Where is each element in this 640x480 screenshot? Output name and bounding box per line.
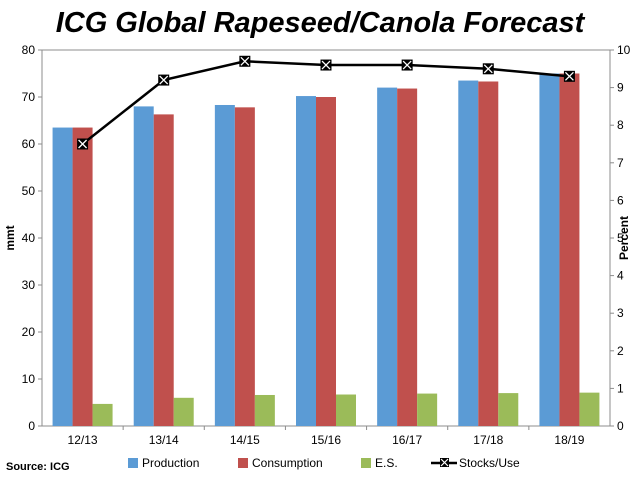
- bar-e-s: [579, 393, 599, 426]
- y2-axis-label: Percent: [617, 216, 631, 260]
- y2-tick-label: 10: [617, 43, 631, 57]
- legend-swatch: [238, 458, 248, 468]
- bar-production: [377, 88, 397, 426]
- bar-production: [296, 96, 316, 426]
- legend-swatch: [361, 458, 371, 468]
- source-note: Source: ICG: [6, 461, 70, 473]
- x-tick-label: 13/14: [149, 433, 179, 447]
- x-tick-label: 17/18: [473, 433, 503, 447]
- legend-label: Production: [142, 456, 199, 470]
- y-axis-label: mmt: [3, 225, 17, 250]
- bar-consumption: [559, 74, 579, 427]
- bar-consumption: [397, 89, 417, 426]
- bar-production: [458, 81, 478, 426]
- y2-tick-label: 9: [617, 81, 624, 95]
- legend-item-e-s: E.S.: [361, 456, 398, 470]
- y-tick-label: 20: [22, 325, 36, 339]
- point-stocks-use: [564, 71, 574, 81]
- y-tick-label: 60: [22, 137, 36, 151]
- bar-e-s: [255, 395, 275, 426]
- y-tick-label: 40: [22, 231, 36, 245]
- legend-label: E.S.: [375, 456, 398, 470]
- point-stocks-use: [321, 60, 331, 70]
- bar-consumption: [478, 81, 498, 426]
- y2-tick-label: 1: [617, 381, 624, 395]
- legend-label: Consumption: [252, 456, 323, 470]
- y2-tick-label: 8: [617, 118, 624, 132]
- legend-item-production: Production: [128, 456, 199, 470]
- bar-production: [134, 106, 154, 426]
- x-tick-label: 16/17: [392, 433, 422, 447]
- bar-e-s: [336, 395, 356, 426]
- bar-production: [539, 74, 559, 427]
- legend-item-stocks-use: Stocks/Use: [431, 456, 520, 470]
- bar-consumption: [235, 107, 255, 426]
- y2-tick-label: 3: [617, 306, 624, 320]
- y-tick-label: 10: [22, 372, 36, 386]
- x-axis-ticks: 12/13 13/14 14/15 15/16 16/17 17/18 18/19: [68, 426, 585, 447]
- bar-consumption: [73, 128, 93, 426]
- legend-item-consumption: Consumption: [238, 456, 323, 470]
- bar-production: [53, 128, 73, 426]
- point-stocks-use: [483, 64, 493, 74]
- y2-tick-label: 2: [617, 344, 624, 358]
- point-stocks-use: [159, 75, 169, 85]
- legend-swatch: [128, 458, 138, 468]
- bar-consumption: [154, 114, 174, 426]
- x-tick-label: 14/15: [230, 433, 260, 447]
- x-tick-label: 12/13: [68, 433, 98, 447]
- y2-tick-label: 0: [617, 419, 624, 433]
- bar-e-s: [174, 398, 194, 426]
- y2-tick-label: 4: [617, 269, 624, 283]
- legend-label: Stocks/Use: [459, 456, 520, 470]
- y-tick-label: 30: [22, 278, 36, 292]
- legend: Production Consumption E.S. Stocks/Use: [128, 456, 520, 470]
- chart-title: ICG Global Rapeseed/Canola Forecast: [56, 7, 586, 39]
- point-stocks-use: [240, 56, 250, 66]
- y2-tick-label: 6: [617, 193, 624, 207]
- bar-e-s: [498, 393, 518, 426]
- y2-tick-label: 7: [617, 156, 624, 170]
- y-axis-ticks: 0 10 20 30 40 50 60 70 80: [22, 43, 42, 433]
- x-tick-label: 15/16: [311, 433, 341, 447]
- x-tick-label: 18/19: [554, 433, 584, 447]
- y-tick-label: 80: [22, 43, 36, 57]
- bar-e-s: [93, 404, 113, 426]
- bar-production: [215, 105, 235, 426]
- point-stocks-use: [78, 139, 88, 149]
- point-stocks-use: [402, 60, 412, 70]
- y-tick-label: 70: [22, 90, 36, 104]
- y-tick-label: 0: [28, 419, 35, 433]
- bar-consumption: [316, 97, 336, 426]
- bar-e-s: [417, 394, 437, 426]
- y-tick-label: 50: [22, 184, 36, 198]
